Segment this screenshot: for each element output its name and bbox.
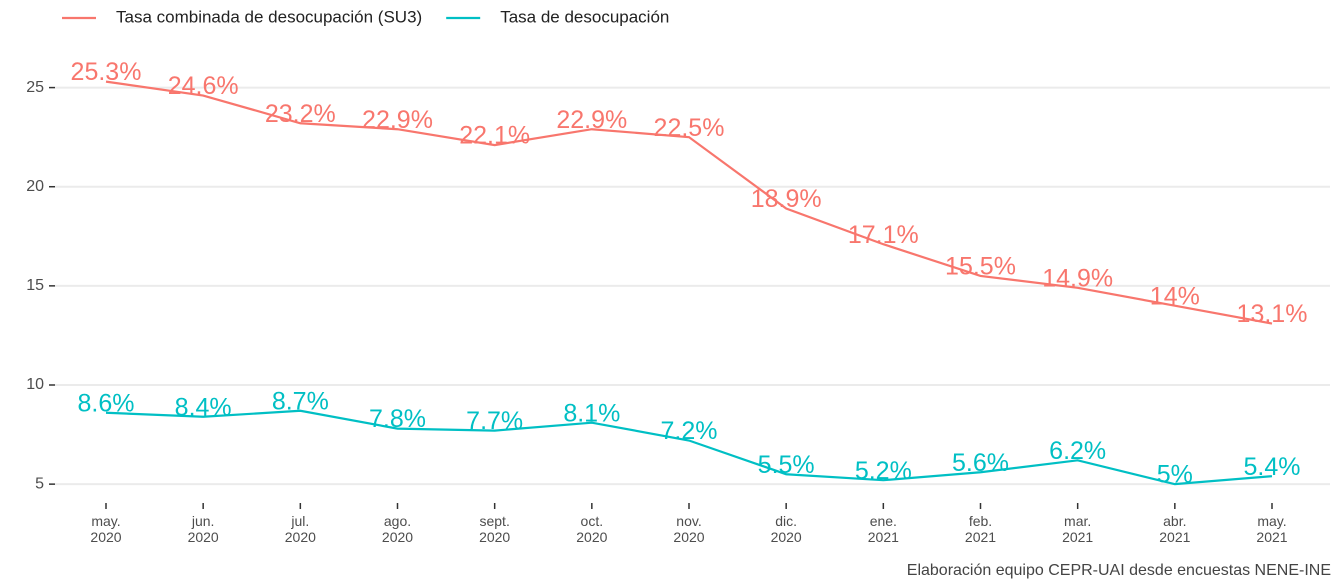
- data-label: 14%: [1150, 282, 1200, 310]
- y-tick-label: 20: [26, 178, 44, 195]
- data-label: 8.4%: [175, 393, 232, 421]
- data-label: 5.4%: [1244, 453, 1301, 481]
- y-tick-label: 25: [26, 79, 44, 96]
- x-tick-label: mar. 2021: [1062, 513, 1093, 545]
- data-label: 8.1%: [563, 399, 620, 427]
- x-tick-label: oct. 2020: [576, 513, 607, 545]
- data-label: 24.6%: [168, 72, 239, 100]
- data-label: 22.1%: [459, 122, 530, 150]
- data-label: 5.5%: [758, 451, 815, 479]
- x-tick-label: may. 2021: [1256, 513, 1287, 545]
- y-tick-label: 10: [26, 376, 44, 393]
- data-label: 15.5%: [945, 253, 1016, 281]
- x-tick-label: abr. 2021: [1159, 513, 1190, 545]
- data-label: 23.2%: [265, 100, 336, 128]
- data-label: 6.2%: [1049, 437, 1106, 465]
- data-label: 14.9%: [1042, 264, 1113, 292]
- legend-label: Tasa combinada de desocupación (SU3): [116, 7, 422, 26]
- data-label: 22.9%: [362, 106, 433, 134]
- data-label: 13.1%: [1237, 300, 1308, 328]
- data-label: 7.7%: [466, 407, 523, 435]
- y-tick-label: 5: [35, 475, 44, 492]
- x-tick-label: feb. 2021: [965, 513, 996, 545]
- data-label: 17.1%: [848, 221, 919, 249]
- x-tick-label: ene. 2021: [868, 513, 899, 545]
- series-line: [105, 409, 1273, 486]
- y-tick-label: 15: [26, 277, 44, 294]
- data-label: 5.2%: [855, 457, 912, 485]
- data-label: 8.6%: [78, 389, 135, 417]
- data-label: 22.9%: [556, 106, 627, 134]
- data-label: 7.2%: [661, 417, 718, 445]
- x-tick-label: jul. 2020: [285, 513, 316, 545]
- x-tick-label: jun. 2020: [188, 513, 219, 545]
- x-tick-label: ago. 2020: [382, 513, 413, 545]
- data-label: 18.9%: [751, 185, 822, 213]
- caption: Elaboración equipo CEPR-UAI desde encues…: [907, 562, 1331, 579]
- data-label: 5%: [1157, 461, 1193, 489]
- data-label: 25.3%: [71, 58, 142, 86]
- x-tick-label: may. 2020: [90, 513, 121, 545]
- x-tick-label: sept. 2020: [479, 513, 510, 545]
- series-line: [105, 80, 1273, 325]
- x-tick-label: nov. 2020: [673, 513, 704, 545]
- data-label: 5.6%: [952, 449, 1009, 477]
- x-tick-label: dic. 2020: [771, 513, 802, 545]
- data-label: 8.7%: [272, 387, 329, 415]
- data-label: 7.8%: [369, 405, 426, 433]
- legend-label: Tasa de desocupación: [500, 7, 669, 26]
- data-label: 22.5%: [654, 114, 725, 142]
